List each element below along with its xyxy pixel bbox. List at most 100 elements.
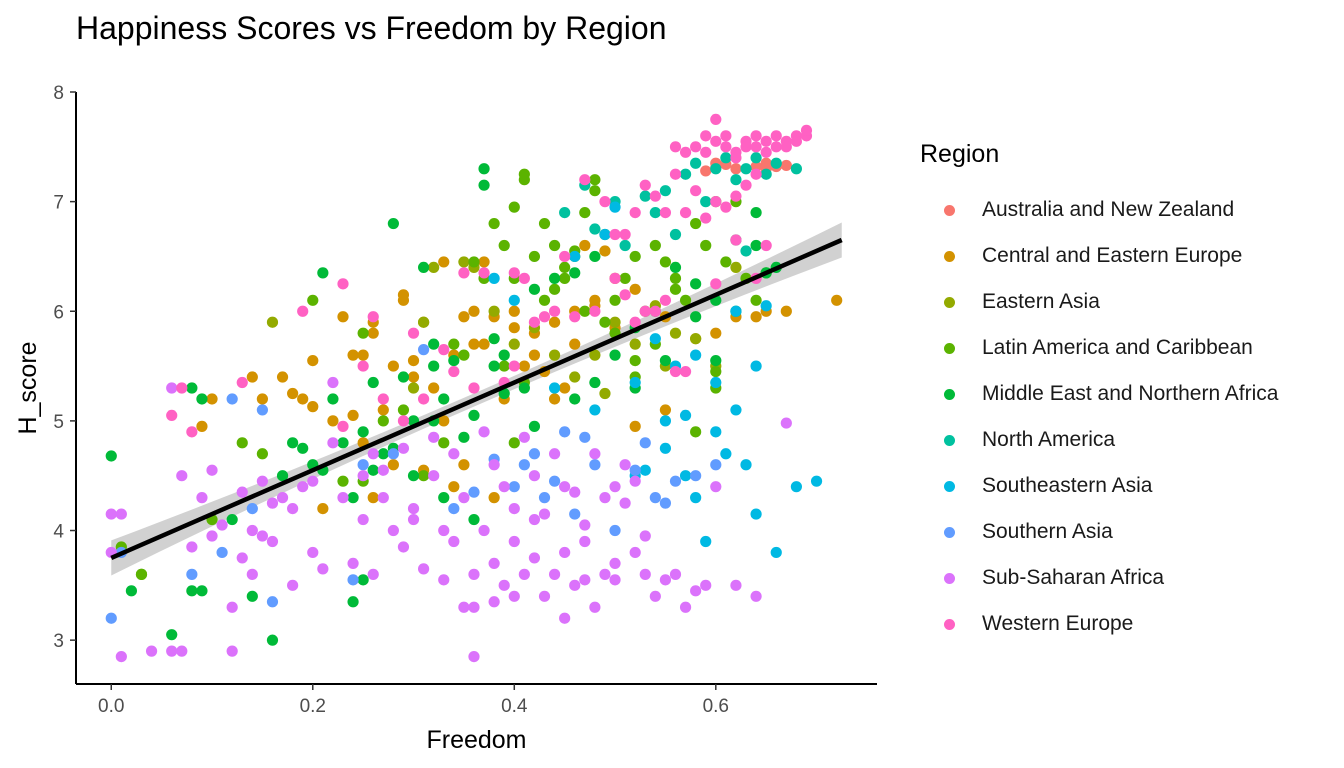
data-point [145, 645, 158, 657]
data-point [418, 316, 430, 328]
points-layer [105, 113, 843, 663]
data-point [317, 502, 329, 515]
data-point [377, 448, 389, 460]
data-point [619, 459, 631, 471]
data-point [569, 486, 581, 498]
data-point [407, 371, 420, 383]
data-point [297, 393, 309, 405]
data-point [367, 568, 379, 580]
data-point [780, 141, 792, 153]
data-point [599, 196, 611, 208]
data-point [337, 420, 349, 432]
data-point [528, 250, 541, 263]
data-point [679, 294, 692, 306]
data-point [367, 492, 379, 504]
data-point [700, 212, 712, 224]
data-point [327, 437, 339, 449]
data-point [377, 415, 389, 427]
data-point [700, 579, 712, 591]
data-point [750, 160, 762, 173]
legend-key [944, 250, 955, 262]
data-point [730, 579, 742, 591]
data-point [720, 201, 732, 213]
data-point [690, 470, 702, 482]
data-point [266, 535, 279, 548]
data-point [579, 305, 591, 317]
data-point [508, 294, 520, 306]
data-point [679, 146, 692, 158]
data-point [669, 475, 682, 487]
data-point [800, 124, 813, 136]
data-point [488, 459, 500, 471]
legend-item: Middle East and Northern Africa [920, 371, 1278, 417]
legend-key [944, 526, 955, 538]
data-point [498, 481, 510, 493]
data-point [569, 338, 581, 350]
data-point [649, 590, 661, 602]
data-point [377, 393, 389, 405]
data-point [448, 448, 460, 460]
data-point [206, 393, 218, 405]
data-point [357, 470, 369, 482]
data-point [629, 376, 641, 389]
data-point [498, 239, 510, 252]
data-point [720, 256, 732, 268]
data-point [579, 519, 591, 531]
data-point [468, 601, 480, 613]
data-point [407, 354, 420, 367]
data-point [740, 245, 752, 257]
data-point [659, 354, 672, 367]
data-point [629, 283, 641, 295]
data-point [498, 387, 510, 400]
data-point [407, 327, 420, 339]
data-point [206, 530, 218, 542]
data-point [609, 316, 621, 328]
legend-key [944, 342, 955, 354]
data-point [589, 459, 601, 471]
data-point [216, 519, 228, 531]
data-point [377, 404, 389, 416]
data-point [649, 206, 661, 219]
series-north-america [559, 152, 802, 257]
data-point [518, 459, 530, 471]
data-point [750, 294, 762, 306]
data-point [629, 250, 641, 263]
data-point [307, 401, 319, 413]
data-point [649, 333, 661, 345]
data-point [458, 601, 470, 613]
legend-items: Australia and New Zealand Central and Eas… [920, 187, 1278, 647]
data-point [377, 464, 389, 476]
data-point [780, 159, 792, 172]
data-point [690, 333, 702, 345]
data-point [528, 283, 541, 295]
data-point [619, 228, 631, 241]
data-point [387, 217, 399, 230]
data-point [710, 135, 722, 147]
data-point [176, 382, 188, 394]
y-axis-label: H_score [14, 341, 42, 434]
data-point [538, 590, 551, 602]
legend-key [944, 204, 955, 216]
data-point [649, 190, 661, 202]
data-point [186, 568, 198, 580]
legend-key [944, 572, 955, 584]
data-point [589, 305, 601, 317]
data-point [307, 546, 319, 559]
data-point [750, 206, 762, 219]
data-point [609, 272, 621, 284]
legend-key [944, 618, 955, 630]
data-point [589, 294, 601, 306]
data-point [750, 360, 762, 372]
data-point [518, 272, 530, 284]
data-point [629, 546, 641, 559]
data-point [216, 546, 228, 559]
data-point [478, 163, 490, 175]
data-point [468, 338, 480, 350]
data-point [387, 360, 399, 372]
data-point [287, 387, 299, 400]
data-point [508, 201, 520, 213]
data-point [307, 294, 319, 306]
data-point [659, 404, 672, 416]
data-point [428, 431, 440, 443]
data-point [669, 141, 682, 153]
